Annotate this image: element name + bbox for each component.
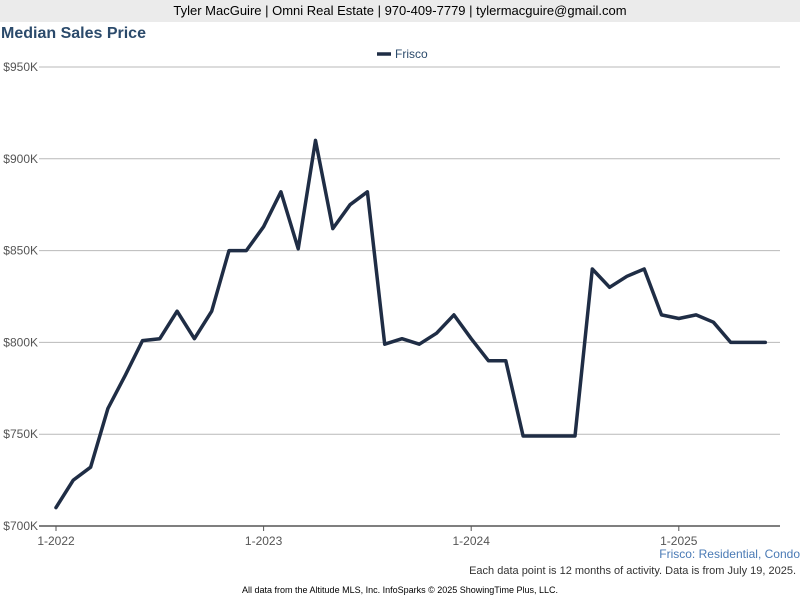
series-lines: [54, 138, 768, 510]
series-line-frisco: [54, 138, 768, 510]
contact-header: Tyler MacGuire | Omni Real Estate | 970-…: [0, 0, 800, 22]
grid-lines: [39, 66, 780, 435]
data-footnote: Each data point is 12 months of activity…: [469, 565, 796, 577]
legend: Frisco: [377, 47, 428, 61]
y-tick-label: $800K: [3, 335, 38, 349]
chart-subtitle: Frisco: Residential, Condo: [659, 547, 800, 561]
y-tick-label: $750K: [3, 427, 38, 441]
y-tick-label: $850K: [3, 244, 38, 258]
x-tick-label: 1-2023: [245, 534, 283, 548]
x-tick-label: 1-2022: [37, 534, 75, 548]
y-tick-label: $900K: [3, 152, 38, 166]
y-tick-label: $950K: [3, 60, 38, 74]
axes: $700K $750K $800K $850K $900K $950K 1-2022 1-20…: [3, 60, 780, 548]
y-tick-label: $700K: [3, 519, 38, 533]
chart-title: Median Sales Price: [1, 25, 146, 42]
legend-label: Frisco: [395, 47, 428, 61]
data-credit: All data from the Altitude MLS, Inc. Inf…: [242, 585, 558, 595]
x-tick-label: 1-2025: [660, 534, 698, 548]
x-tick-label: 1-2024: [453, 534, 491, 548]
